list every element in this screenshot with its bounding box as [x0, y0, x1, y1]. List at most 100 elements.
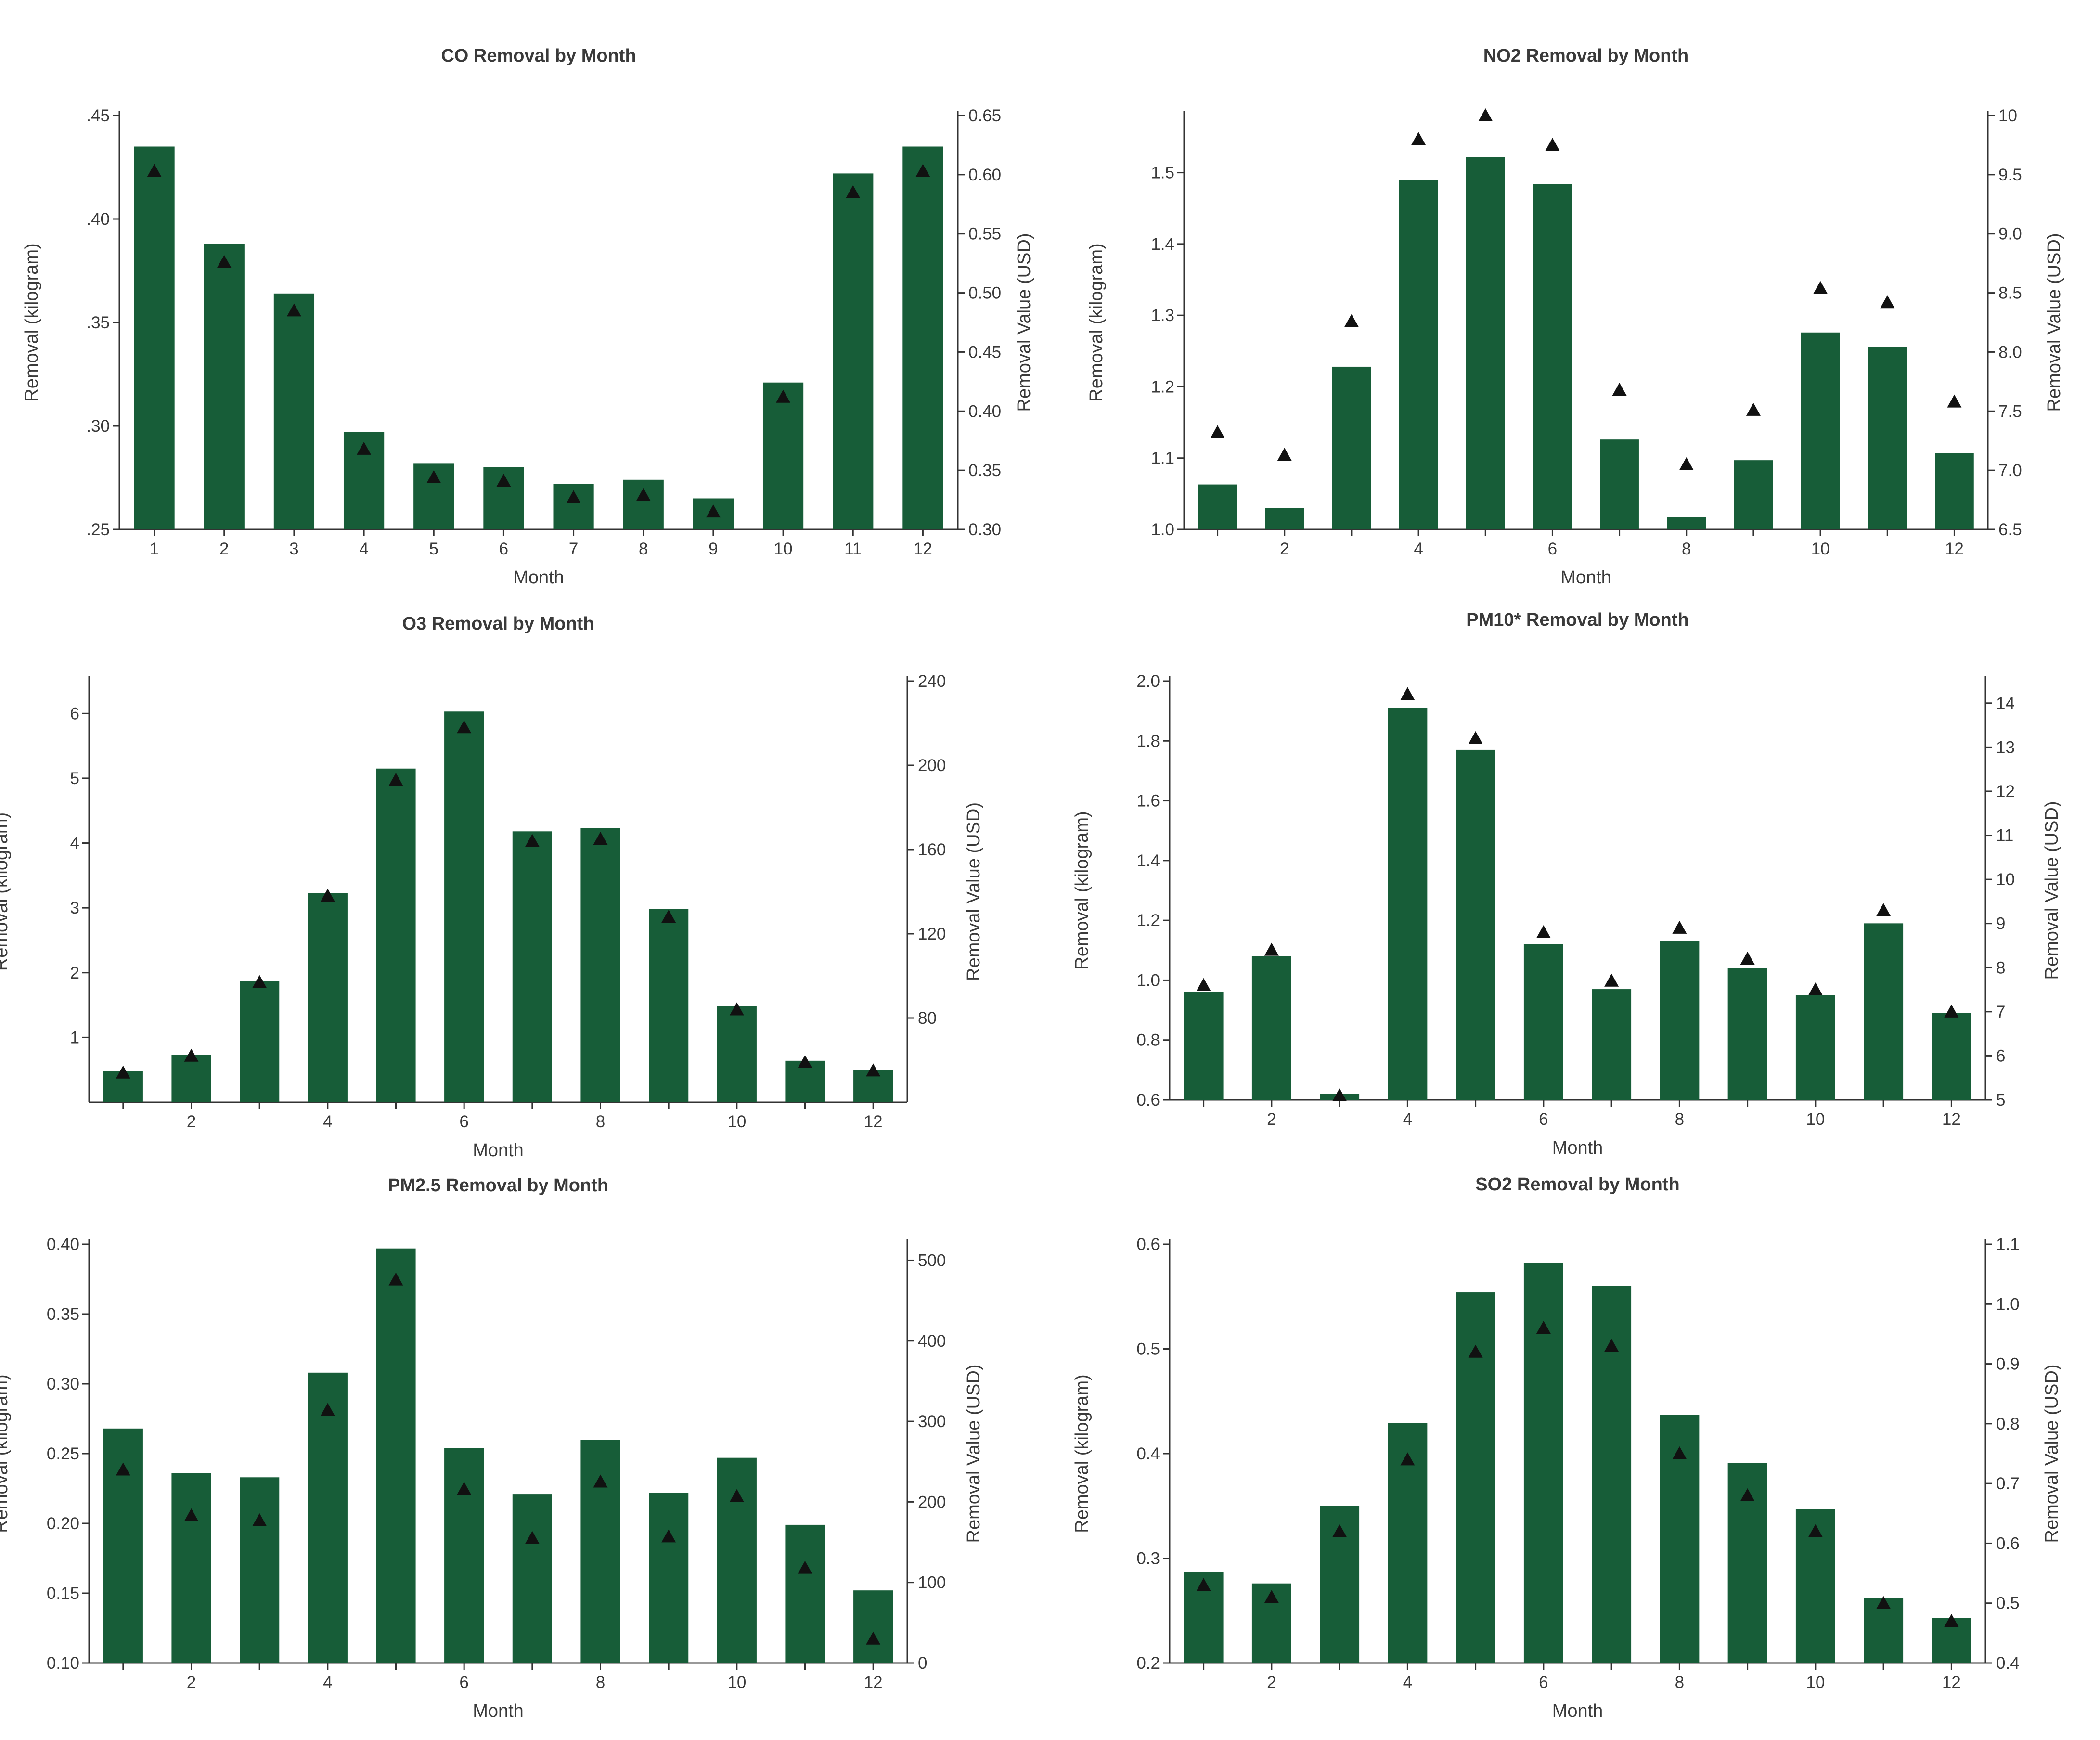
- x-tick-label: 12: [1945, 540, 1964, 558]
- marker-triangle: [1468, 1344, 1483, 1358]
- y-axis-title: Removal (kilogram): [1086, 243, 1107, 401]
- y2-tick-label: 0: [918, 1654, 927, 1673]
- x-tick-label: 10: [727, 1112, 746, 1131]
- bar: [444, 711, 484, 1102]
- marker-triangle: [661, 1529, 676, 1543]
- y2-tick-label: 9.5: [1998, 166, 2022, 184]
- bar: [623, 479, 664, 529]
- x-tick-label: 4: [323, 1673, 332, 1692]
- x-tick-label: 8: [596, 1112, 605, 1131]
- x-tick-label: 2: [1280, 540, 1289, 558]
- y2-tick-label: 0.30: [968, 520, 1001, 539]
- x-tick-label: 4: [1414, 540, 1423, 558]
- marker-triangle: [798, 1560, 812, 1574]
- y2-tick-label: 500: [918, 1251, 946, 1270]
- x-axis-title: Month: [1560, 567, 1611, 588]
- y2-axis-title: Removal Value (USD): [2042, 801, 2062, 980]
- marker-triangle: [525, 1531, 540, 1544]
- chart-panel-6: SO2 Removal by Month 0.2 0.3 0.4 0.5 0.6 0.4 0.…: [1072, 1174, 2062, 1721]
- y-tick-label: 0.35: [47, 1305, 79, 1324]
- y2-tick-label: 200: [918, 1493, 946, 1511]
- x-tick-label: 6: [499, 540, 508, 558]
- marker-triangle: [729, 1489, 744, 1502]
- marker-triangle: [286, 303, 301, 317]
- marker-triangle: [457, 1482, 472, 1495]
- marker-triangle: [1679, 457, 1694, 470]
- y2-axis-title: Removal Value (USD): [2044, 233, 2064, 412]
- y2-tick-label: 160: [918, 840, 946, 859]
- bar: [1864, 923, 1904, 1100]
- marker-triangle: [1196, 978, 1211, 991]
- marker-triangle: [1604, 1339, 1619, 1352]
- chart-panel-3: O3 Removal by Month123456801201602002402…: [0, 614, 984, 1160]
- chart-title: O3 Removal by Month: [402, 614, 594, 634]
- bar: [308, 1372, 348, 1663]
- marker-triangle: [1740, 951, 1755, 965]
- chart-panel-5: PM2.5 Removal by Month 0.10 0.15 0.20 0.25 0.…: [0, 1175, 984, 1721]
- x-tick-label: 10: [1811, 540, 1830, 558]
- y-tick-label: 0.8: [1136, 1031, 1160, 1050]
- marker-triangle: [1612, 383, 1627, 396]
- y-tick-label: 0.25: [47, 1444, 79, 1463]
- marker-triangle: [184, 1048, 199, 1062]
- y-tick-label: 1.0: [1136, 971, 1160, 990]
- bar: [1660, 941, 1700, 1100]
- y-tick-label: 0.6: [1136, 1235, 1160, 1254]
- marker-triangle: [1813, 281, 1828, 294]
- bar: [580, 1440, 620, 1663]
- bar: [444, 1448, 484, 1663]
- x-tick-label: 12: [914, 540, 932, 558]
- y2-tick-label: 10: [1996, 870, 2015, 889]
- x-tick-label: 4: [359, 540, 368, 558]
- x-tick-label: 7: [569, 540, 578, 558]
- bar: [1198, 484, 1237, 529]
- y2-axis-title: Removal Value (USD): [964, 802, 984, 981]
- x-tick-label: 8: [1675, 1110, 1684, 1129]
- y-tick-label: 1.4: [1151, 235, 1174, 254]
- y-tick-label: 1: [70, 1028, 79, 1047]
- x-tick-label: 8: [1675, 1673, 1684, 1692]
- x-tick-label: 3: [289, 540, 298, 558]
- x-tick-label: 2: [1267, 1110, 1276, 1129]
- x-tick-label: 6: [1548, 540, 1557, 558]
- x-tick-label: 12: [1942, 1673, 1961, 1692]
- y2-tick-label: 0.45: [968, 343, 1001, 361]
- marker-triangle: [320, 1403, 335, 1416]
- marker-triangle: [866, 1063, 881, 1077]
- bar: [1935, 453, 1974, 529]
- y-tick-label: 5: [70, 769, 79, 788]
- marker-triangle: [252, 1513, 267, 1526]
- bar: [1600, 439, 1639, 529]
- y-tick-label: .30: [86, 417, 110, 436]
- x-tick-label: 8: [1682, 540, 1691, 558]
- marker-triangle: [320, 889, 335, 902]
- chart-title: PM10* Removal by Month: [1466, 610, 1688, 630]
- y2-tick-label: 240: [918, 672, 946, 691]
- y2-tick-label: 1.0: [1996, 1295, 2020, 1314]
- marker-triangle: [1672, 1446, 1687, 1459]
- y-tick-label: .40: [86, 210, 110, 229]
- marker-triangle: [252, 975, 267, 988]
- marker-triangle: [388, 773, 403, 786]
- y2-tick-label: 6: [1996, 1046, 2005, 1065]
- y-tick-label: 0.10: [47, 1654, 79, 1673]
- y-tick-label: 3: [70, 899, 79, 917]
- chart-title: CO Removal by Month: [441, 46, 636, 66]
- bar: [171, 1055, 211, 1102]
- x-tick-label: 6: [459, 1673, 468, 1692]
- bar: [1466, 157, 1505, 529]
- y-tick-label: 4: [70, 834, 79, 853]
- y-tick-label: 0.6: [1136, 1091, 1160, 1109]
- bar: [1523, 944, 1563, 1100]
- y2-tick-label: 13: [1996, 738, 2015, 757]
- marker-triangle: [1411, 132, 1426, 145]
- y-tick-label: 0.30: [47, 1375, 79, 1393]
- marker-triangle: [706, 504, 721, 518]
- marker-triangle: [1468, 731, 1483, 745]
- bar: [512, 831, 552, 1102]
- y2-tick-label: 120: [918, 925, 946, 943]
- x-tick-label: 4: [323, 1112, 332, 1131]
- y2-tick-label: 14: [1996, 694, 2015, 713]
- marker-triangle: [593, 832, 608, 845]
- y2-tick-label: 0.60: [968, 166, 1001, 184]
